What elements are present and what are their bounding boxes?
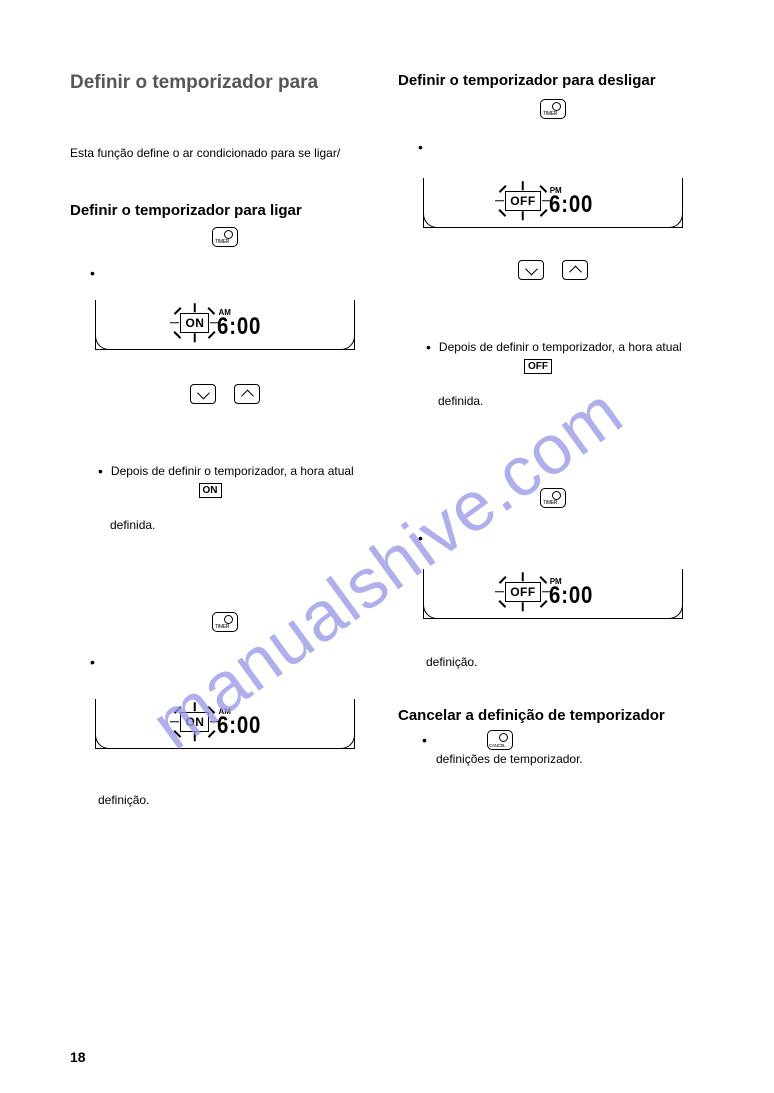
intro-text: Esta função define o ar condicionado par…: [70, 146, 380, 160]
cancel-row: •: [422, 730, 708, 750]
time-block: AM 6:00: [217, 707, 269, 735]
lcd-display-on-1: ON AM 6:00: [95, 300, 355, 350]
timer-icon-row: [70, 227, 380, 252]
time-block: AM 6:00: [217, 308, 269, 336]
display-on-1-wrap: ON AM 6:00: [70, 300, 380, 350]
note-definida-off: definida.: [438, 394, 708, 408]
timer-icon: [540, 488, 566, 508]
arrow-buttons-row: [70, 384, 380, 404]
section-off-heading: Definir o temporizador para desligar: [398, 72, 708, 89]
down-button-icon: [518, 260, 544, 280]
left-column: Definir o temporizador para Esta função …: [70, 72, 380, 807]
main-heading: Definir o temporizador para: [70, 72, 380, 94]
down-button-icon: [190, 384, 216, 404]
lcd-display-on-2: ON AM 6:00: [95, 699, 355, 749]
note-after-set-on: Depois de definir o temporizador, a hora…: [98, 464, 380, 478]
timer-icon-row-off: [398, 99, 708, 124]
state-label: OFF: [505, 582, 541, 602]
state-label: ON: [180, 313, 209, 333]
timer-icon: [212, 227, 238, 247]
arrow-buttons-row-off: [398, 260, 708, 280]
bullet-spacer-1: [90, 266, 380, 280]
bullet-spacer-off-2: [418, 531, 708, 545]
note-definicao-on: definição.: [98, 793, 380, 807]
off-badge-icon: OFF: [524, 359, 552, 374]
lcd-display-off-1: OFF PM 6:00: [423, 178, 683, 228]
bullet-spacer-2: [90, 655, 380, 669]
display-on-2-wrap: ON AM 6:00: [70, 699, 380, 749]
manual-page: Definir o temporizador para Esta função …: [0, 0, 774, 1093]
time-block: PM 6:00: [549, 577, 601, 605]
note-badge-off-wrap: OFF: [368, 358, 708, 376]
note-definida-on: definida.: [110, 518, 380, 532]
note-after-set-off: Depois de definir o temporizador, a hora…: [426, 340, 708, 354]
state-burst-off: OFF: [505, 582, 541, 602]
time-digits: 6:00: [549, 586, 593, 605]
note-badge-on-wrap: ON: [40, 482, 380, 500]
state-label: ON: [180, 712, 209, 732]
timer-icon: [212, 612, 238, 632]
section-on-heading: Definir o temporizador para ligar: [70, 202, 380, 219]
up-button-icon: [562, 260, 588, 280]
page-number: 18: [70, 1049, 86, 1065]
display-off-1-wrap: OFF PM 6:00: [398, 178, 708, 228]
on-badge-icon: ON: [199, 483, 222, 498]
timer-icon-row-off-2: [398, 488, 708, 513]
right-column: Definir o temporizador para desligar OFF…: [398, 72, 708, 766]
display-off-2-wrap: OFF PM 6:00: [398, 569, 708, 619]
state-label: OFF: [505, 191, 541, 211]
section-cancel-heading: Cancelar a definição de temporizador: [398, 707, 708, 724]
note-definicao-off: definição.: [426, 655, 708, 669]
bullet-spacer-off-1: [418, 140, 708, 154]
cancel-bullet-text: definições de temporizador.: [436, 752, 708, 766]
state-burst-on: ON: [180, 712, 209, 732]
time-digits: 6:00: [217, 716, 261, 735]
time-block: PM 6:00: [549, 186, 601, 214]
lcd-display-off-2: OFF PM 6:00: [423, 569, 683, 619]
state-burst-on: ON: [180, 313, 209, 333]
cancel-icon: [487, 730, 513, 750]
time-digits: 6:00: [217, 317, 261, 336]
time-digits: 6:00: [549, 195, 593, 214]
timer-icon-row-2: [70, 612, 380, 637]
up-button-icon: [234, 384, 260, 404]
timer-icon: [540, 99, 566, 119]
state-burst-off: OFF: [505, 191, 541, 211]
